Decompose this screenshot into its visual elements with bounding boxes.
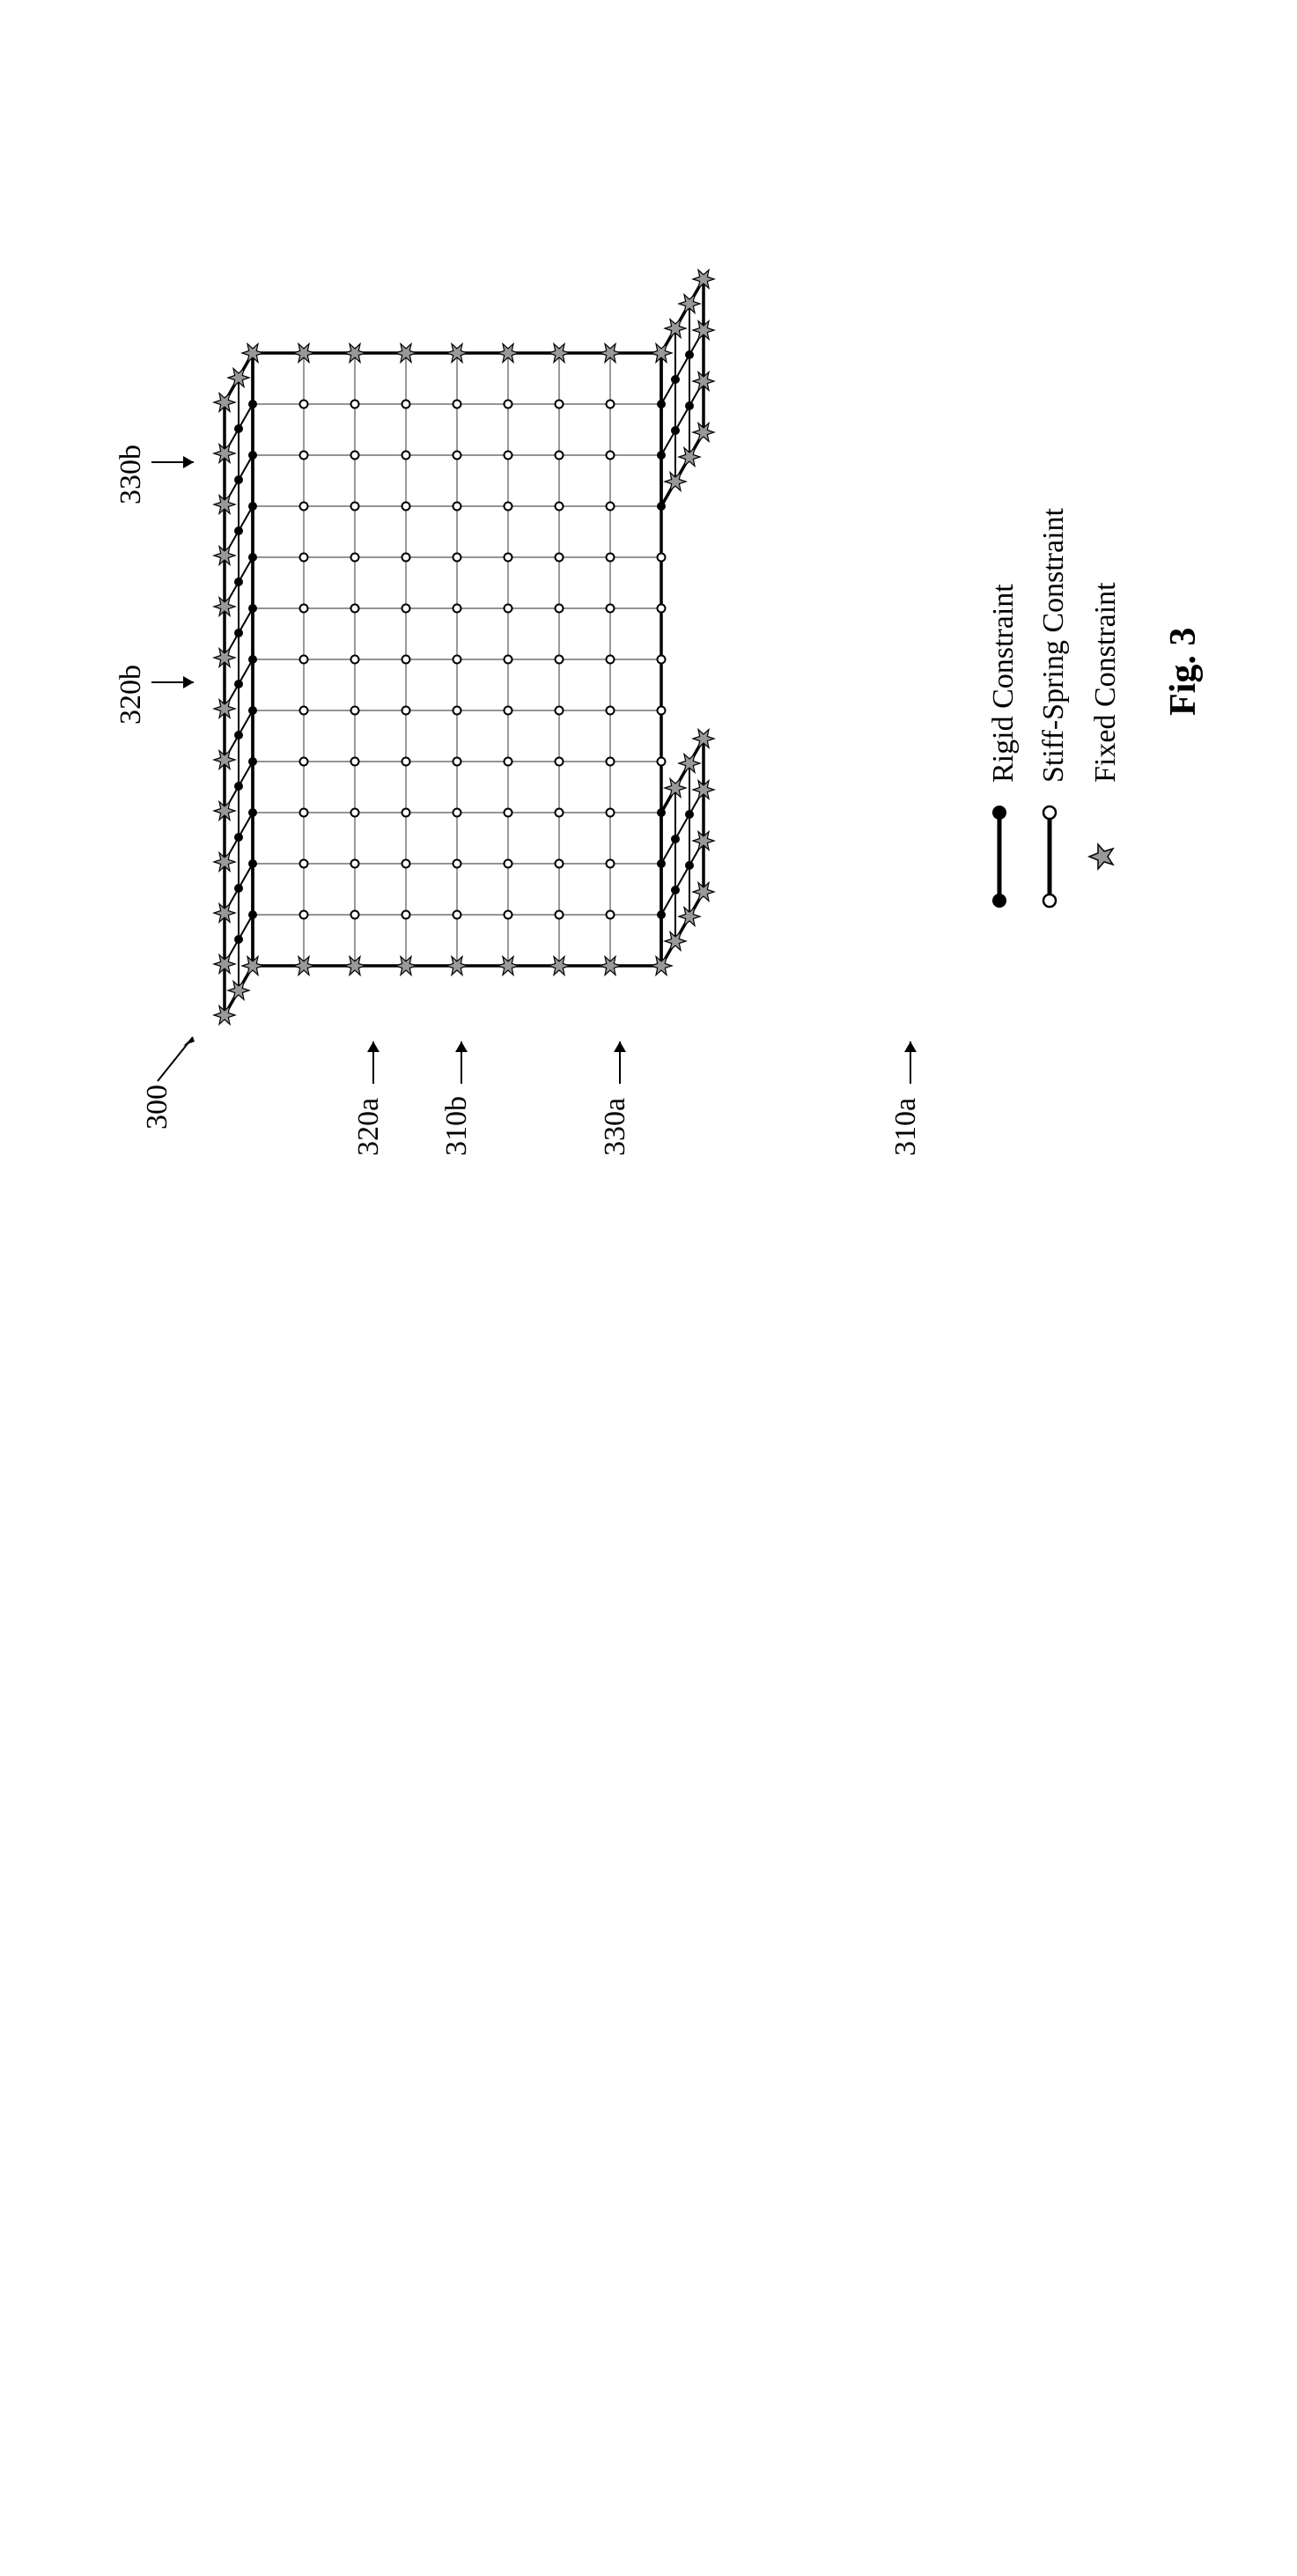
legend-fixed: Fixed Constraint bbox=[1087, 508, 1124, 909]
fig3-diagram bbox=[141, 82, 1065, 1138]
legend-fixed-label: Fixed Constraint bbox=[1089, 582, 1123, 783]
label-330a: 330a bbox=[599, 1098, 632, 1156]
legend-rigid-label: Rigid Constraint bbox=[987, 584, 1021, 783]
label-320b: 320b bbox=[114, 665, 148, 725]
label-310b: 310b bbox=[440, 1096, 474, 1156]
label-320a: 320a bbox=[352, 1098, 386, 1156]
label-330b: 330b bbox=[114, 445, 148, 504]
fig3-caption: Fig. 3 bbox=[1162, 628, 1205, 716]
label-300: 300 bbox=[141, 1085, 174, 1130]
legend-rigid: Rigid Constraint bbox=[986, 508, 1021, 909]
legend-stiff: Stiff-Spring Constraint bbox=[1036, 508, 1071, 909]
legend-stiff-label: Stiff-Spring Constraint bbox=[1037, 508, 1071, 783]
fig3-legend: Rigid Constraint Stiff-Spring Constraint… bbox=[986, 508, 1140, 909]
label-310a: 310a bbox=[889, 1098, 923, 1156]
